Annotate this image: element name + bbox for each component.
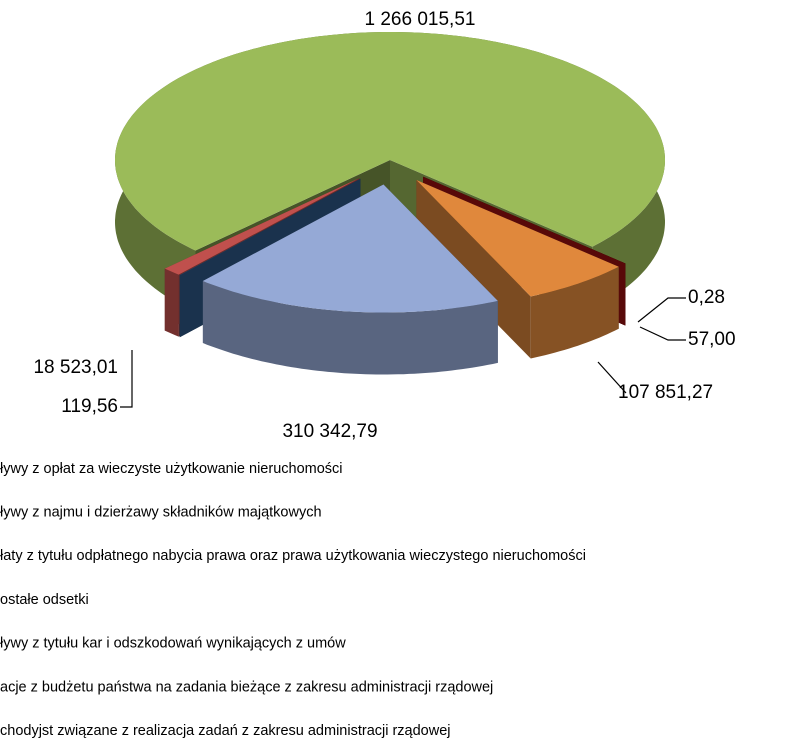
slice-wall — [416, 180, 531, 359]
slice — [202, 184, 498, 375]
leader-line — [639, 326, 686, 341]
leader-line — [597, 361, 627, 394]
legend-entry: ostałe odsetki — [0, 592, 89, 608]
slice-top — [416, 180, 619, 297]
legend-entry: chodyjst związane z realizacja zadań z z… — [0, 723, 451, 739]
legend-entry: ływy z opłat za wieczyste użytkowanie ni… — [0, 461, 343, 477]
data-label: 310 342,79 — [282, 421, 377, 442]
slice-rim — [202, 281, 498, 375]
slice-top — [115, 32, 665, 251]
slice-rim — [530, 266, 619, 359]
legend-entry: acje z budżetu państwa na zadania bieżąc… — [0, 679, 493, 695]
slice-top — [164, 178, 360, 275]
legend-entry: łaty z tytułu odpłatnego nabycia prawa o… — [0, 548, 586, 564]
slice — [416, 180, 619, 359]
data-label: 107 851,27 — [618, 382, 713, 403]
leader-line — [120, 350, 133, 408]
data-label: 1 266 015,51 — [365, 9, 476, 30]
data-label: 57,00 — [688, 329, 736, 350]
legend-entry: ływy z tytułu kar i odszkodowań wynikają… — [0, 636, 346, 652]
legend-entry: ływy z najmu i dzierżawy składników mają… — [0, 505, 322, 521]
data-label: 119,56 — [61, 396, 118, 417]
slice-rim — [164, 268, 179, 337]
slice-top — [202, 184, 498, 313]
data-label: 18 523,01 — [33, 357, 118, 378]
data-label: 0,28 — [688, 287, 725, 308]
slice-top — [179, 178, 361, 276]
leader-line — [637, 297, 686, 323]
